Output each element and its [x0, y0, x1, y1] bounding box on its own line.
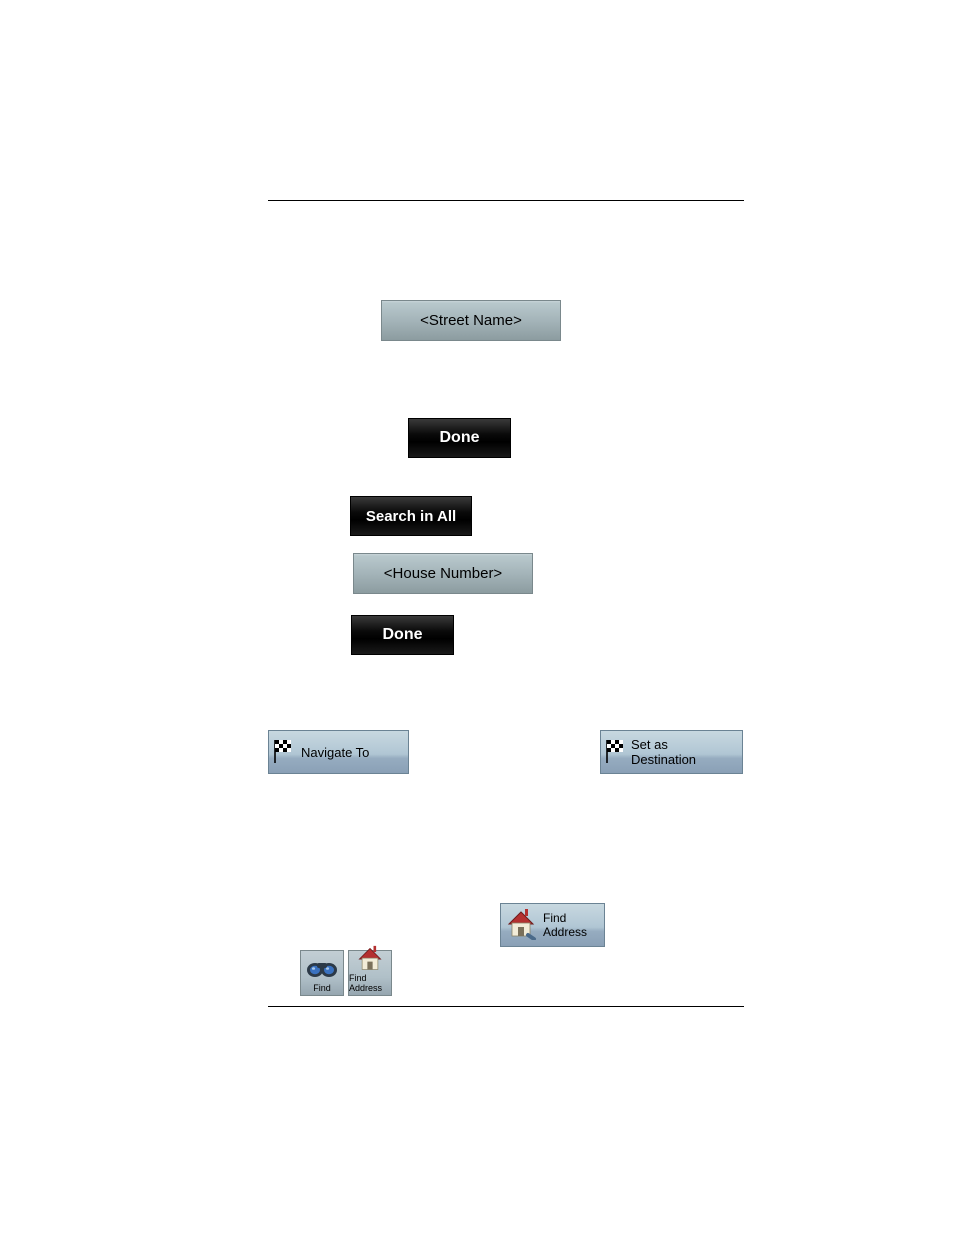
find-tool-label: Find: [313, 983, 331, 993]
street-name-field[interactable]: <Street Name>: [381, 300, 561, 341]
checkered-flag-icon: [273, 738, 295, 767]
done-button-2[interactable]: Done: [351, 615, 454, 655]
binoculars-icon: [305, 953, 339, 983]
find-tool-button[interactable]: Find: [300, 950, 344, 996]
find-address-tool-button[interactable]: Find Address: [348, 950, 392, 996]
rule-top: [268, 200, 744, 201]
set-as-destination-button[interactable]: Set as Destination: [600, 730, 743, 774]
house-number-field[interactable]: <House Number>: [353, 553, 533, 594]
navigate-to-label: Navigate To: [301, 745, 369, 760]
done-button-1[interactable]: Done: [408, 418, 511, 458]
find-address-button[interactable]: Find Address: [500, 903, 605, 947]
find-address-label: Find Address: [543, 911, 594, 939]
house-icon: [356, 945, 384, 973]
document-content: <Street Name> Done Search in All <House …: [268, 200, 744, 219]
rule-bottom: [268, 1006, 744, 1007]
checkered-flag-icon: [605, 738, 625, 767]
navigate-to-button[interactable]: Navigate To: [268, 730, 409, 774]
house-icon: [505, 908, 537, 943]
search-in-all-button[interactable]: Search in All: [350, 496, 472, 536]
set-as-destination-label: Set as Destination: [631, 737, 732, 767]
find-address-tool-label: Find Address: [349, 973, 391, 993]
